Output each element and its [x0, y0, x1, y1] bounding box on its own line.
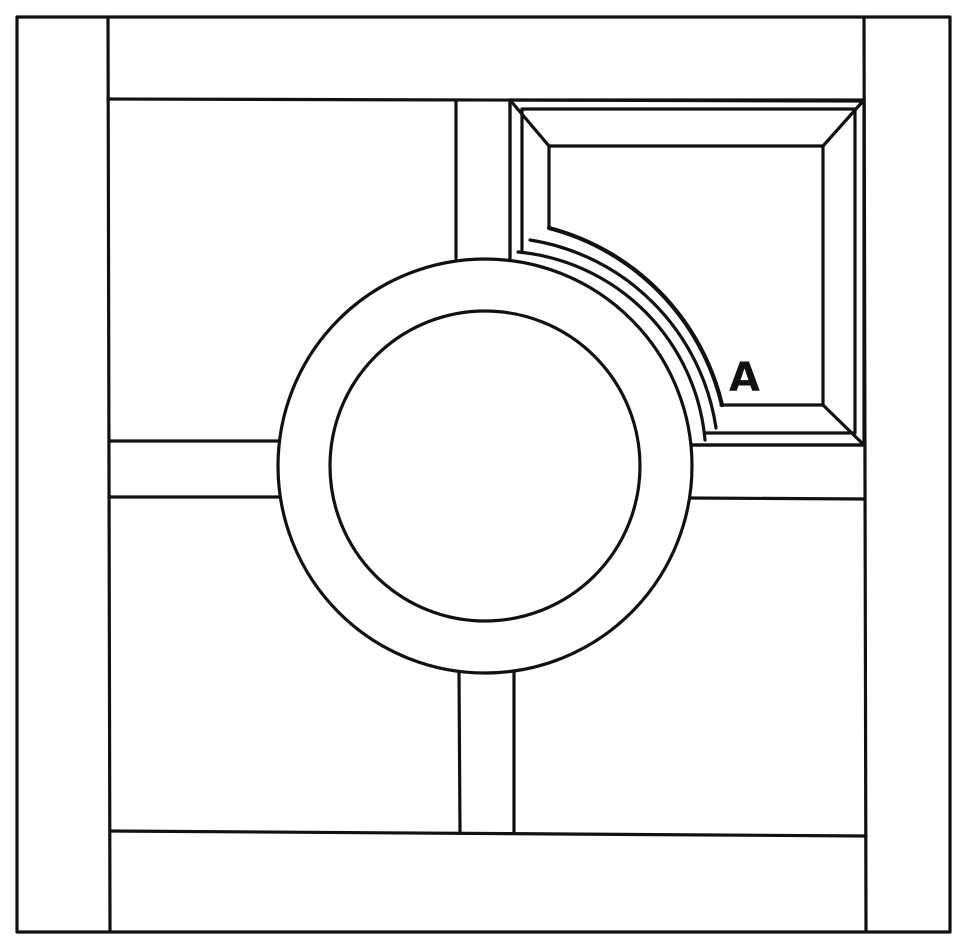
vertical-muntin-top	[454, 98, 512, 260]
left-stile-edge	[106, 15, 112, 934]
inner-circle	[328, 309, 642, 623]
quadrant-moulding	[508, 98, 866, 447]
label-a: A	[729, 355, 760, 401]
vertical-muntin-bottom	[457, 668, 516, 835]
horizontal-muntin-right	[688, 443, 867, 501]
horizontal-muntin-left	[107, 439, 281, 499]
outer-frame	[15, 15, 952, 934]
bottom-rail-edge	[108, 829, 868, 838]
